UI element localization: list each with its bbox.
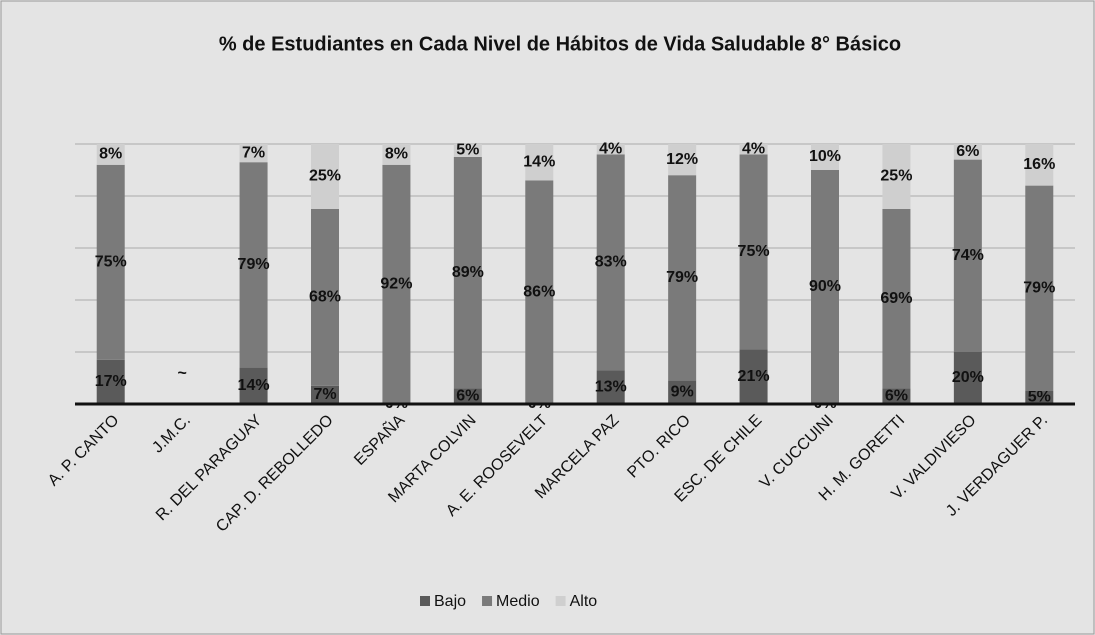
value-label: 14% <box>238 377 270 394</box>
value-label: 79% <box>238 256 270 273</box>
bar-segment <box>739 349 768 404</box>
annotation: ~ <box>177 365 186 382</box>
value-label: 86% <box>523 283 555 300</box>
bar-segment <box>96 164 125 360</box>
bar-segment <box>525 144 554 181</box>
bar-segment <box>1025 144 1054 186</box>
value-label: 21% <box>738 368 770 385</box>
bar-segment <box>596 154 625 371</box>
value-label: 75% <box>738 243 770 260</box>
value-label: 68% <box>309 289 341 306</box>
bar-segment <box>953 352 982 404</box>
bar-segment <box>739 144 768 155</box>
bar-segment <box>96 359 125 404</box>
value-label: 6% <box>885 387 908 404</box>
value-label: 5% <box>456 142 479 159</box>
bar-segment <box>1025 391 1054 404</box>
bar-segment <box>525 180 554 404</box>
legend-label: Alto <box>570 593 598 610</box>
value-label: 75% <box>95 254 127 271</box>
legend-label: Bajo <box>434 593 466 610</box>
bar-segment <box>453 157 482 389</box>
bar-segment <box>239 162 268 368</box>
bar-segment <box>453 144 482 157</box>
value-label: 69% <box>880 290 912 307</box>
bar-segment <box>668 175 697 381</box>
value-label: 13% <box>595 378 627 395</box>
value-label: 7% <box>242 144 265 161</box>
value-label: 79% <box>666 269 698 286</box>
chart-title: % de Estudiantes en Cada Nivel de Hábito… <box>219 33 901 55</box>
bar-segment <box>596 144 625 155</box>
value-label: 12% <box>666 151 698 168</box>
bar-segment <box>811 170 839 404</box>
bar-segment <box>382 144 411 165</box>
bar-segment <box>596 370 625 404</box>
value-label: 4% <box>742 140 765 157</box>
value-label: 16% <box>1023 156 1055 173</box>
value-label: 25% <box>880 168 912 185</box>
bar-segment <box>311 385 339 404</box>
bar-segment <box>882 388 911 404</box>
value-label: 20% <box>952 369 984 386</box>
bar-segment <box>953 144 982 160</box>
value-label: 10% <box>809 148 841 165</box>
bar-segment <box>739 154 768 350</box>
bar-segment <box>239 144 268 163</box>
bar-segment <box>382 164 411 404</box>
bar-segment <box>239 367 268 404</box>
value-label: 8% <box>99 146 122 163</box>
value-label: 5% <box>1028 389 1051 406</box>
value-label: 92% <box>380 276 412 293</box>
bar-segment <box>668 144 697 176</box>
value-label: 14% <box>523 153 555 170</box>
value-label: 25% <box>309 168 341 185</box>
legend-swatch <box>420 596 430 606</box>
bar-segment <box>311 209 339 386</box>
value-label: 6% <box>456 387 479 404</box>
legend-swatch <box>555 596 566 606</box>
value-label: 4% <box>599 140 622 157</box>
bar-segment <box>882 209 911 389</box>
value-label: 7% <box>313 386 336 403</box>
bar-segment <box>668 380 697 404</box>
bar-segment <box>811 144 839 170</box>
bar-segment <box>453 388 482 404</box>
legend-label: Medio <box>496 593 540 610</box>
bar-segment <box>96 144 125 165</box>
legend-swatch <box>482 596 493 606</box>
value-label: 79% <box>1023 280 1055 297</box>
value-label: 6% <box>956 143 979 160</box>
value-label: 9% <box>671 384 694 401</box>
value-label: 83% <box>595 254 627 271</box>
value-label: 90% <box>809 278 841 295</box>
value-label: 89% <box>452 264 484 281</box>
value-label: 74% <box>952 247 984 264</box>
value-label: 17% <box>95 373 127 390</box>
bar-segment <box>311 144 339 209</box>
bar-segment <box>953 159 982 352</box>
value-label: 8% <box>385 146 408 163</box>
bar-segment <box>882 144 911 209</box>
bar-segment <box>1025 185 1054 391</box>
